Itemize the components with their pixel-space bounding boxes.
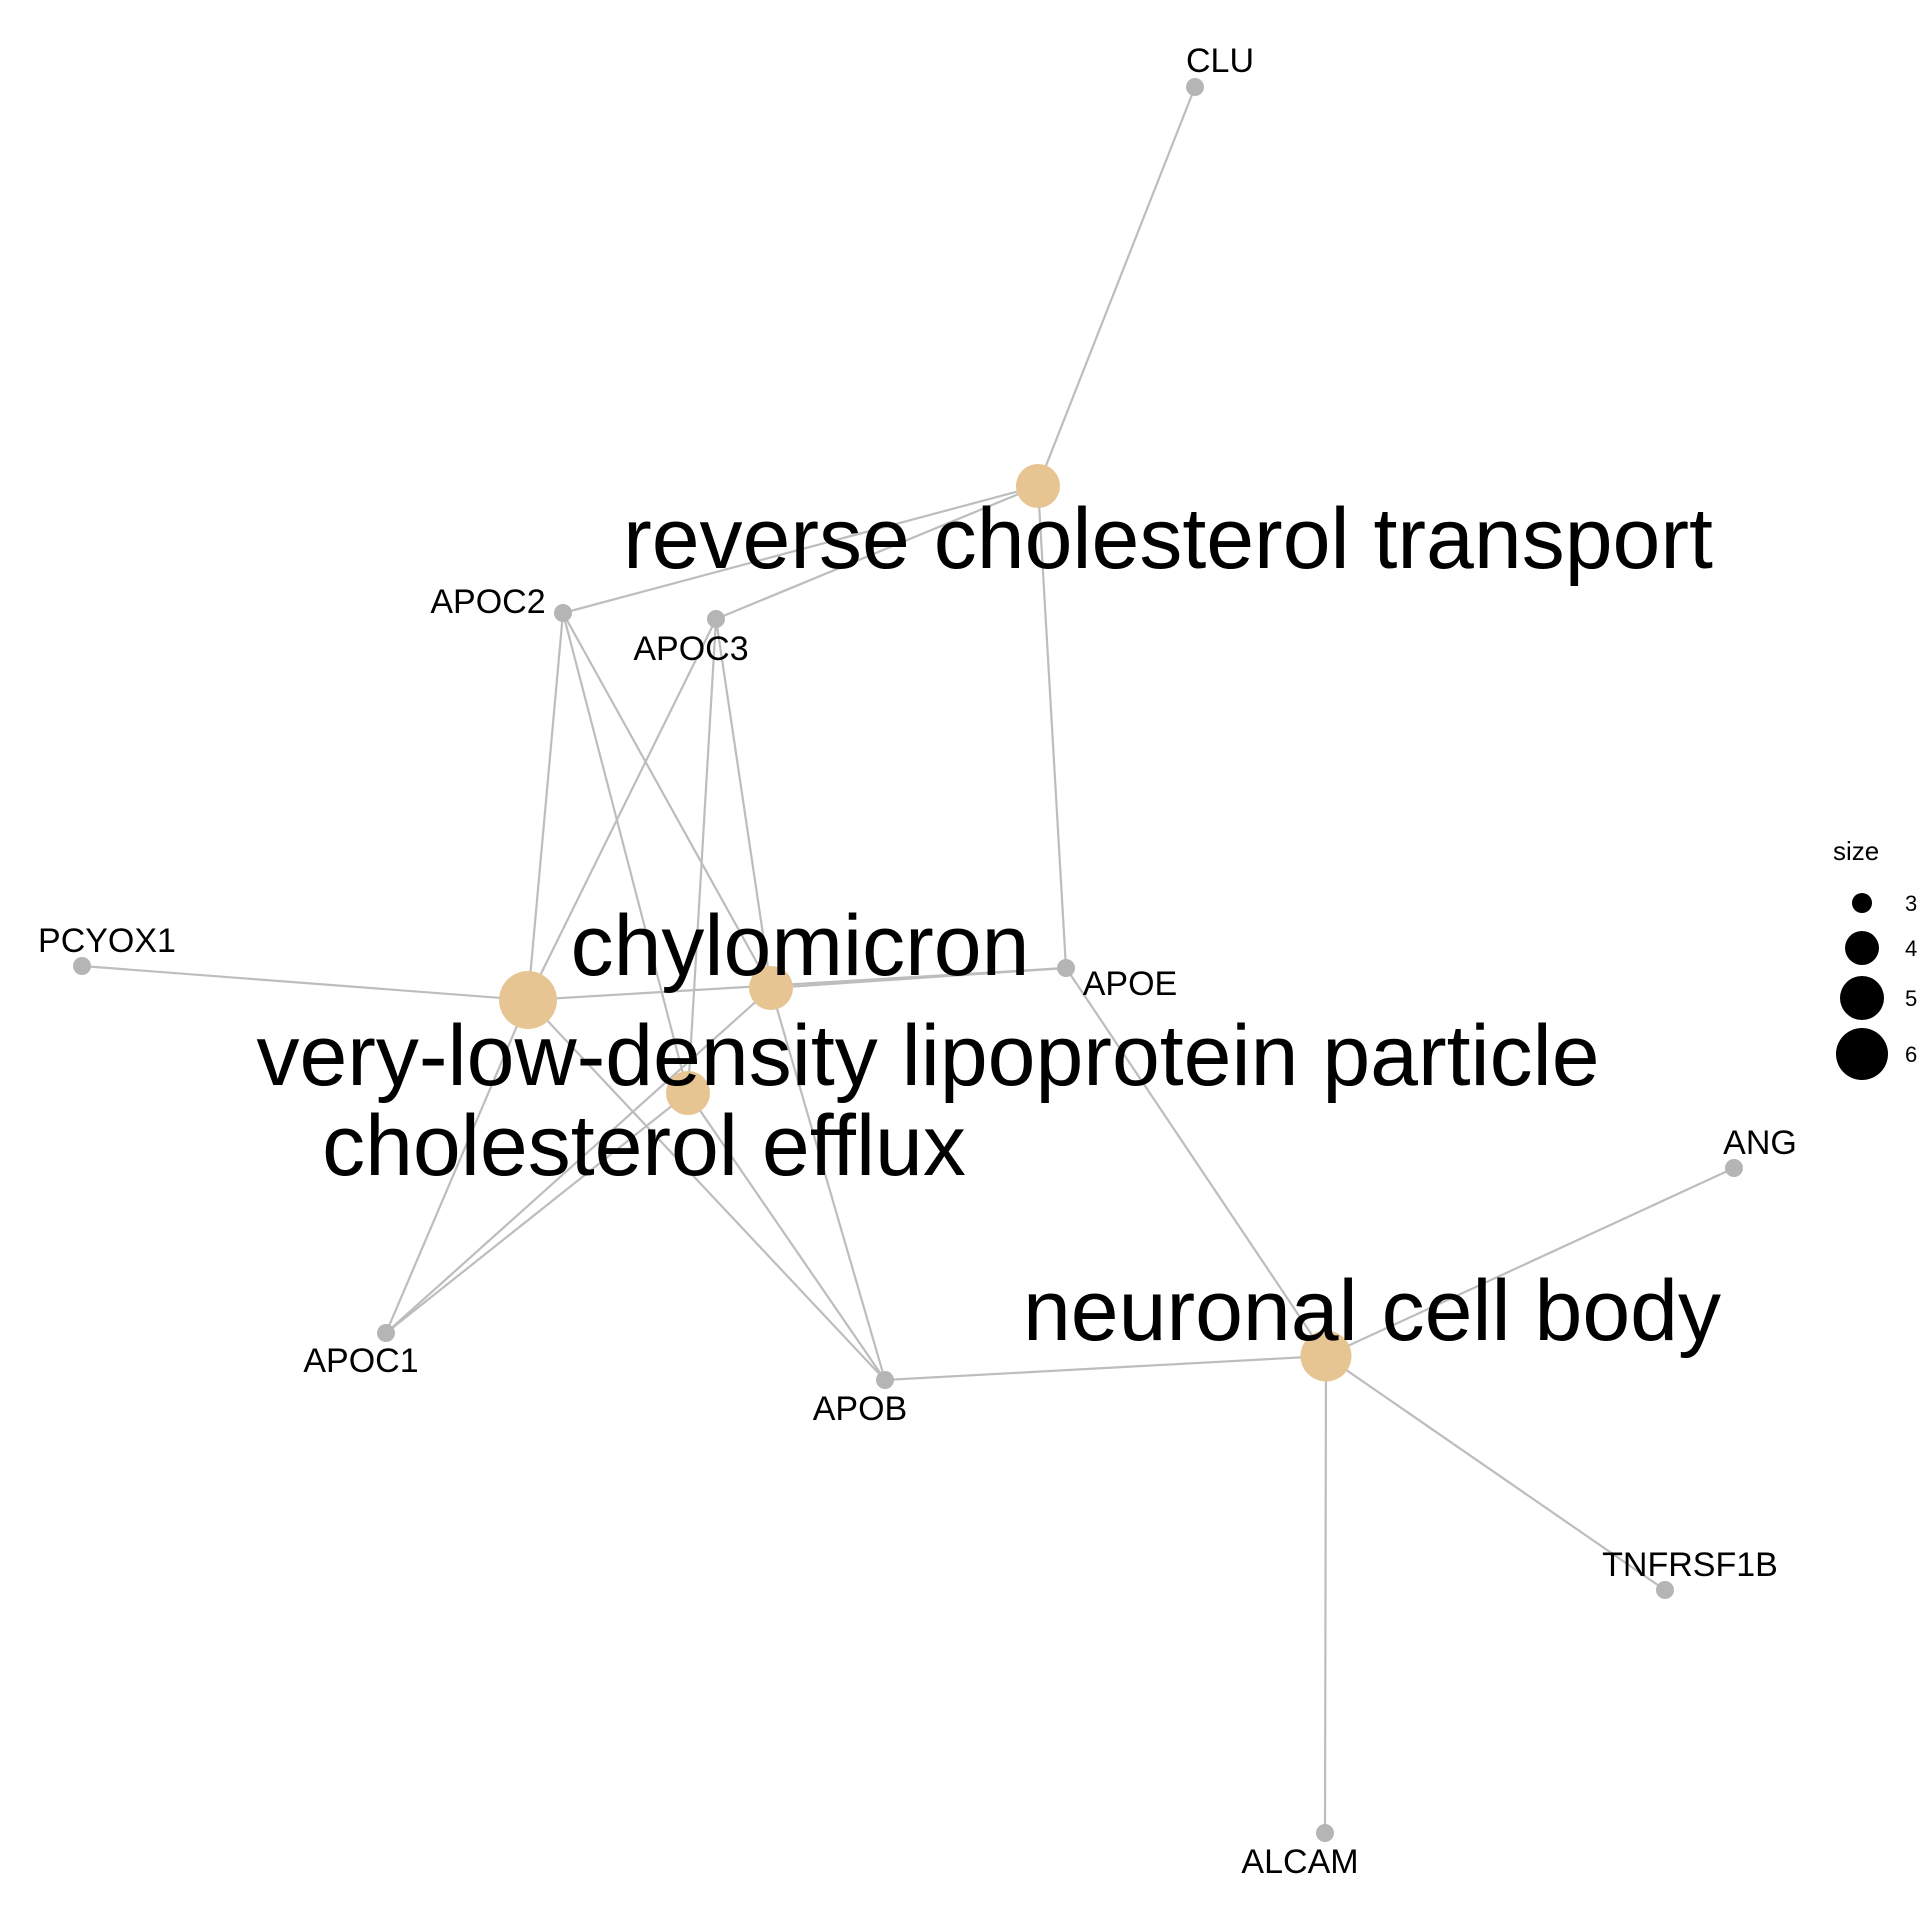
gene-node-clu bbox=[1186, 78, 1204, 96]
gene-label-pcyox1: PCYOX1 bbox=[38, 922, 176, 960]
edge-rct-clu bbox=[1036, 86, 1197, 487]
gene-node-ang bbox=[1725, 1159, 1743, 1177]
edge-ce-apob bbox=[687, 1092, 886, 1381]
edge-vldl-apoc2 bbox=[526, 612, 565, 1001]
legend-label-6: 6 bbox=[1905, 1042, 1917, 1067]
edge-chy-apoc3 bbox=[714, 618, 773, 989]
gene-node-pcyox1 bbox=[73, 957, 91, 975]
gene-node-apoc2 bbox=[554, 604, 572, 622]
gene-node-apoc1 bbox=[377, 1324, 395, 1342]
edge-layer bbox=[81, 86, 1735, 1834]
gene-node-apob bbox=[876, 1371, 894, 1389]
legend-label-5: 5 bbox=[1905, 986, 1917, 1011]
edge-vldl-apoc3 bbox=[527, 618, 717, 1001]
gene-label-clu: CLU bbox=[1186, 42, 1254, 80]
edge-ncb-alcam bbox=[1323, 1355, 1328, 1834]
label-layer: reverse cholesterol transport chylomicron… bbox=[38, 42, 1797, 1881]
edge-rct-apoc2 bbox=[562, 484, 1039, 615]
gene-label-apoe: APOE bbox=[1083, 965, 1177, 1003]
legend-dot-6 bbox=[1836, 1028, 1888, 1080]
edge-ce-apoc3 bbox=[686, 618, 718, 1094]
term-node-vldl bbox=[499, 971, 557, 1029]
term-node-rct bbox=[1016, 464, 1060, 508]
term-label-chy: chylomicron bbox=[571, 898, 1030, 994]
edge-rct-apoc3 bbox=[715, 484, 1039, 621]
legend-dot-4 bbox=[1845, 931, 1879, 965]
gene-label-apob: APOB bbox=[813, 1390, 907, 1428]
term-label-ncb: neuronal cell body bbox=[1023, 1263, 1721, 1359]
term-node-ce bbox=[666, 1071, 710, 1115]
edge-vldl-apoc1 bbox=[384, 999, 530, 1334]
edge-ncb-apoe bbox=[1065, 967, 1327, 1357]
edge-ce-apoc2 bbox=[561, 612, 690, 1094]
gene-node-apoe bbox=[1057, 959, 1075, 977]
edge-chy-apoe bbox=[770, 966, 1067, 990]
size-legend: size 3 4 5 6 bbox=[1833, 836, 1917, 1080]
gene-label-tnfrsf1b: TNFRSF1B bbox=[1602, 1546, 1778, 1584]
gene-label-alcam: ALCAM bbox=[1241, 1843, 1358, 1881]
legend-dot-3 bbox=[1852, 893, 1872, 913]
edge-ce-apoc1 bbox=[385, 1092, 689, 1334]
edge-ncb-ang bbox=[1325, 1167, 1735, 1357]
edge-ncb-tnfrsf1b bbox=[1325, 1355, 1666, 1591]
legend-label-3: 3 bbox=[1905, 891, 1917, 916]
edge-vldl-apob bbox=[527, 999, 886, 1381]
gene-node-apoc3 bbox=[707, 610, 725, 628]
gene-label-apoc1: APOC1 bbox=[303, 1342, 418, 1380]
node-layer bbox=[73, 78, 1743, 1842]
edge-vldl-pcyox1 bbox=[81, 964, 529, 1002]
term-label-rct: reverse cholesterol transport bbox=[623, 491, 1713, 587]
gene-label-apoc2: APOC2 bbox=[430, 583, 545, 621]
legend-dot-5 bbox=[1840, 976, 1884, 1020]
edge-rct-apoe bbox=[1036, 485, 1068, 969]
term-node-chy bbox=[749, 966, 793, 1010]
gene-label-apoc3: APOC3 bbox=[633, 630, 748, 668]
term-label-vldl: very-low-density lipoprotein particle bbox=[256, 1008, 1599, 1104]
gene-node-alcam bbox=[1316, 1824, 1334, 1842]
edge-chy-apoc2 bbox=[562, 612, 772, 989]
gene-node-tnfrsf1b bbox=[1656, 1581, 1674, 1599]
gene-label-ang: ANG bbox=[1723, 1124, 1797, 1162]
edge-ncb-apob bbox=[884, 1354, 1327, 1382]
legend-label-4: 4 bbox=[1905, 936, 1917, 961]
term-node-ncb bbox=[1300, 1330, 1352, 1382]
edge-chy-apoc1 bbox=[385, 987, 772, 1334]
edge-chy-apob bbox=[769, 987, 887, 1381]
legend-title: size bbox=[1833, 836, 1879, 866]
term-label-ce: cholesterol efflux bbox=[322, 1098, 966, 1194]
